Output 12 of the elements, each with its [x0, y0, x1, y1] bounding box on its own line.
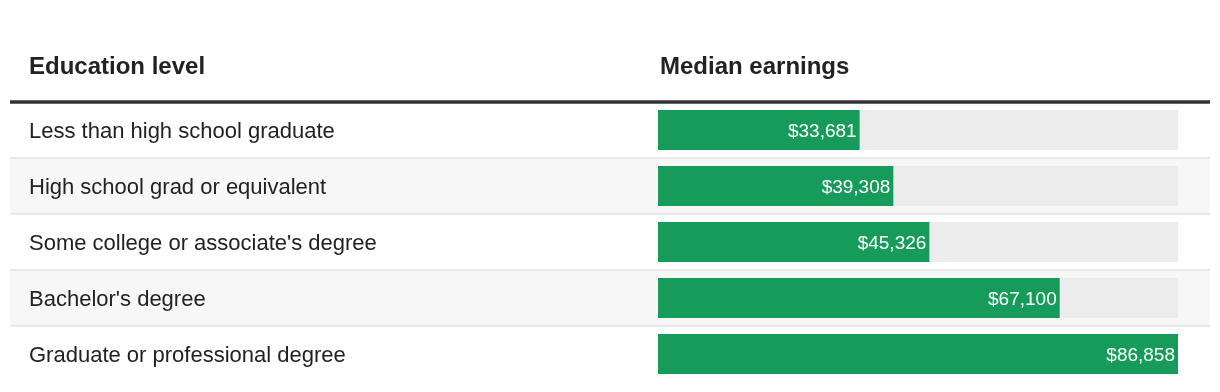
y-tick-label: High school grad or equivalent [29, 174, 327, 199]
data-label: $86,858 [1106, 343, 1175, 365]
y-tick-label: Less than high school graduate [29, 118, 335, 143]
data-label: $33,681 [787, 119, 857, 141]
y-tick-label: Graduate or professional degree [29, 342, 346, 367]
data-label: $45,326 [857, 231, 927, 253]
y-axis-title: Education level [29, 52, 206, 79]
x-axis-title: Median earnings [660, 52, 850, 79]
data-label: $67,100 [988, 287, 1057, 309]
y-tick-label: Bachelor's degree [29, 286, 206, 311]
data-label: $39,308 [821, 175, 891, 197]
y-tick-label: Some college or associate's degree [29, 230, 377, 255]
